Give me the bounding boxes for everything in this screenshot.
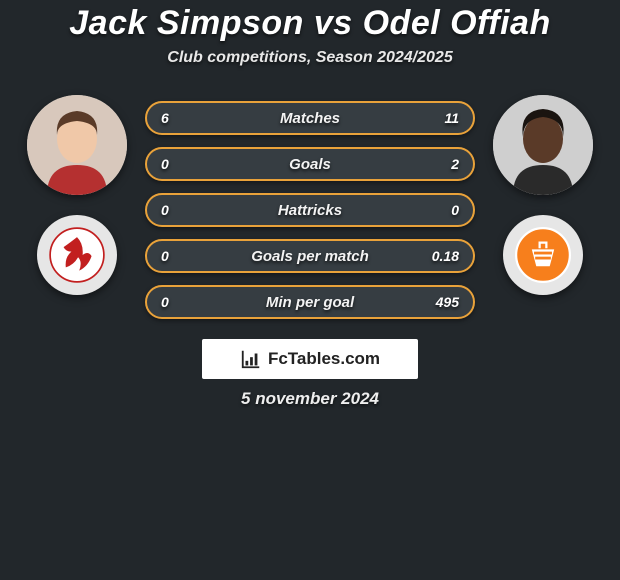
stat-left-value: 0 <box>161 202 169 218</box>
player-left-column <box>27 95 127 295</box>
stat-left-value: 0 <box>161 248 169 264</box>
comparison-card: Jack Simpson vs Odel Offiah Club competi… <box>0 0 620 409</box>
compare-row: 6 Matches 11 0 Goals 2 0 Hattricks 0 0 G… <box>0 95 620 319</box>
stat-left-value: 6 <box>161 110 169 126</box>
stat-label: Min per goal <box>147 294 473 311</box>
stat-right-value: 0.18 <box>432 248 459 264</box>
stat-row-hattricks: 0 Hattricks 0 <box>145 193 475 227</box>
player-left-avatar <box>27 95 127 195</box>
club-left-crest <box>37 215 117 295</box>
player-right-column <box>493 95 593 295</box>
stat-left-value: 0 <box>161 294 169 310</box>
stat-row-matches: 6 Matches 11 <box>145 101 475 135</box>
avatar-left-icon <box>27 95 127 195</box>
stat-label: Goals per match <box>147 248 473 265</box>
subtitle: Club competitions, Season 2024/2025 <box>0 49 620 67</box>
stat-left-value: 0 <box>161 156 169 172</box>
brand-badge: FcTables.com <box>202 339 418 379</box>
brand-text: FcTables.com <box>268 349 380 369</box>
avatar-right-icon <box>493 95 593 195</box>
date-text: 5 november 2024 <box>0 389 620 409</box>
stat-right-value: 495 <box>436 294 459 310</box>
crest-right-icon <box>515 227 571 283</box>
crest-left-icon <box>49 227 105 283</box>
stat-bars: 6 Matches 11 0 Goals 2 0 Hattricks 0 0 G… <box>145 101 475 319</box>
stat-row-min-per-goal: 0 Min per goal 495 <box>145 285 475 319</box>
stat-row-goals: 0 Goals 2 <box>145 147 475 181</box>
page-title: Jack Simpson vs Odel Offiah <box>0 4 620 43</box>
chart-icon <box>240 348 262 370</box>
player-right-avatar <box>493 95 593 195</box>
stat-right-value: 11 <box>444 110 459 126</box>
stat-label: Matches <box>147 110 473 127</box>
stat-label: Goals <box>147 156 473 173</box>
stat-right-value: 2 <box>451 156 459 172</box>
stat-label: Hattricks <box>147 202 473 219</box>
club-right-crest <box>503 215 583 295</box>
stat-right-value: 0 <box>451 202 459 218</box>
stat-row-goals-per-match: 0 Goals per match 0.18 <box>145 239 475 273</box>
